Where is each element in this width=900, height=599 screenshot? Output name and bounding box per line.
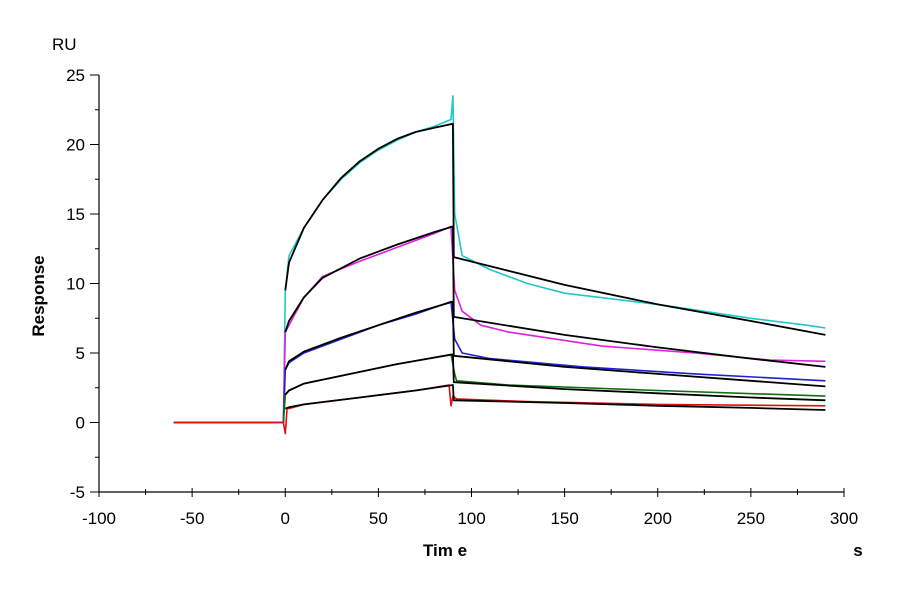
x-tick-label: -50 — [180, 509, 205, 528]
y-tick-label: 0 — [76, 414, 85, 433]
x-tick-label: -100 — [82, 509, 116, 528]
x-tick-label: 50 — [369, 509, 388, 528]
x-unit-label: s — [853, 541, 862, 560]
x-tick-label: 200 — [644, 509, 672, 528]
measured-curve — [173, 95, 826, 424]
y-tick-label: 5 — [76, 344, 85, 363]
fit-curve — [284, 353, 826, 402]
y-tick-label: 20 — [66, 136, 85, 155]
curves — [173, 95, 826, 435]
measured-curve — [173, 353, 826, 424]
x-tick-label: 100 — [457, 509, 485, 528]
x-tick-label: 250 — [737, 509, 765, 528]
x-axis-label: Tim e — [423, 541, 467, 560]
fit-curve — [284, 384, 826, 411]
y-tick-label: 15 — [66, 205, 85, 224]
y-tick-label: -5 — [70, 483, 85, 502]
fit-curve — [284, 225, 826, 368]
x-tick-label: 150 — [550, 509, 578, 528]
fit-curve — [284, 122, 826, 336]
x-tick-label: 0 — [281, 509, 290, 528]
y-tick-label: 10 — [66, 275, 85, 294]
y-unit-label: RU — [52, 35, 77, 54]
x-tick-label: 300 — [830, 509, 858, 528]
y-axis-label: Response — [29, 255, 48, 336]
y-tick-label: 25 — [66, 66, 85, 85]
fit-curve — [284, 300, 826, 388]
